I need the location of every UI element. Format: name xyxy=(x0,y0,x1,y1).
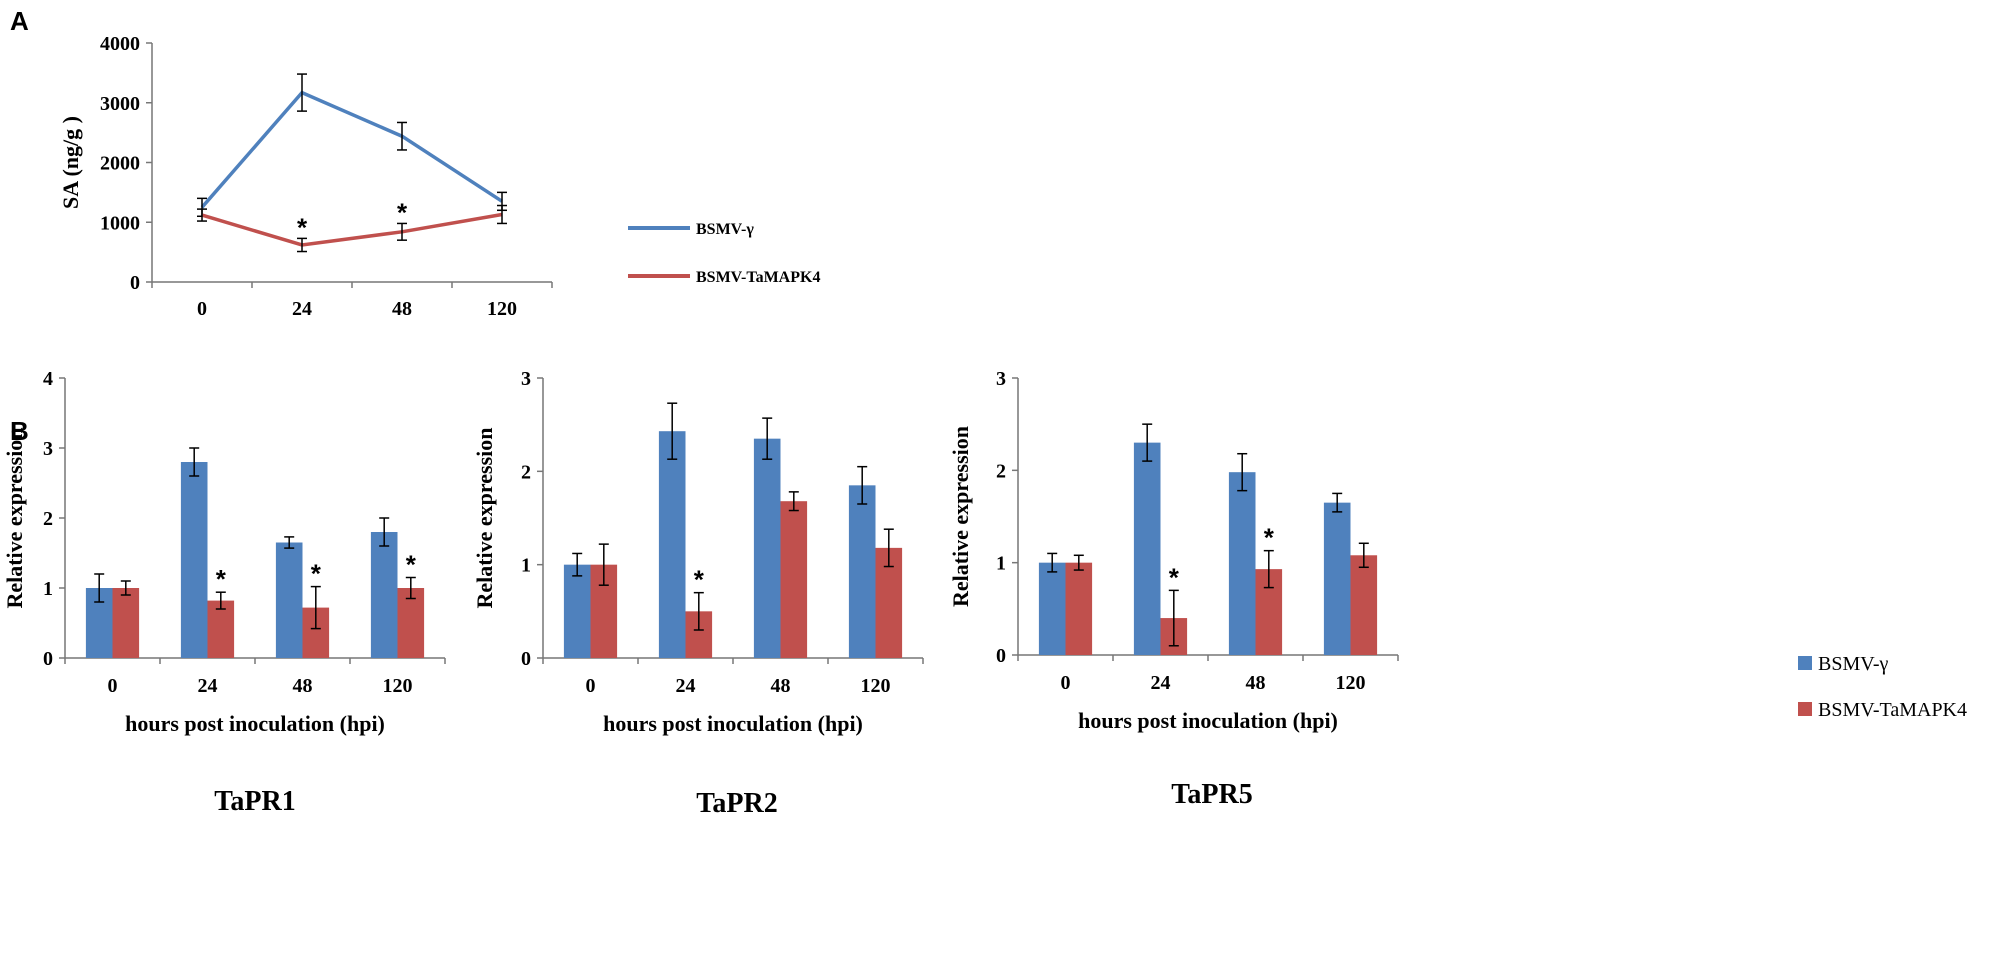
tapr2-bar-chart: 0 1 2 3 0 24 48 120 Relative expression hours pos… xyxy=(472,368,924,819)
x-tick-label: 0 xyxy=(108,675,118,697)
legend-a-label-red: BSMV-TaMAPK4 xyxy=(696,269,820,286)
significance-star: * xyxy=(1264,523,1275,553)
sa-line-chart: 0 1000 2000 3000 4000 0 24 48 120 SA (ng/g ) * * xyxy=(58,33,553,320)
significance-star: * xyxy=(406,550,417,580)
x-tick-label: 0 xyxy=(197,298,207,320)
significance-star: * xyxy=(311,559,322,589)
x-tick-label: 48 xyxy=(771,675,791,697)
x-tick-label: 0 xyxy=(1061,672,1071,694)
y-tick-label: 0 xyxy=(130,272,140,294)
chart-title: TaPR5 xyxy=(1171,779,1252,810)
bar-bsmv-tamapk4 xyxy=(397,588,425,658)
bar-bsmv-tamapk4 xyxy=(1350,555,1378,655)
x-tick-label: 48 xyxy=(293,675,313,697)
bar-bsmv-gamma xyxy=(563,564,591,658)
x-tick-label: 24 xyxy=(1151,672,1171,694)
x-axis-title: hours post inoculation (hpi) xyxy=(125,711,385,736)
y-tick-label: 1000 xyxy=(100,212,140,234)
bar-bsmv-tamapk4 xyxy=(1065,562,1093,655)
y-tick-label: 0 xyxy=(996,645,1006,667)
x-tick-label: 48 xyxy=(392,298,412,320)
tapr1-bar-chart: 0 1 2 3 4 0 24 48 120 Relative expression hours po… xyxy=(2,368,446,817)
x-tick-label: 24 xyxy=(292,298,312,320)
bar-bsmv-gamma xyxy=(275,542,303,658)
y-tick-label: 1 xyxy=(996,553,1006,575)
legend-a: BSMV-γ BSMV-TaMAPK4 xyxy=(628,221,820,286)
chart-title: TaPR1 xyxy=(214,786,295,817)
x-tick-label: 120 xyxy=(383,675,413,697)
legend-a-label-blue: BSMV-γ xyxy=(696,221,754,238)
x-axis-title: hours post inoculation (hpi) xyxy=(603,711,863,736)
y-tick-label: 2000 xyxy=(100,153,140,175)
x-axis-title: hours post inoculation (hpi) xyxy=(1078,708,1338,733)
x-tick-label: 120 xyxy=(1336,672,1366,694)
significance-star: * xyxy=(1169,562,1180,592)
legend-b-label-red: BSMV-TaMAPK4 xyxy=(1818,699,1967,721)
bar-bsmv-gamma xyxy=(1038,562,1066,655)
y-tick-label: 3 xyxy=(43,438,53,460)
significance-star: * xyxy=(216,564,227,594)
significance-star: * xyxy=(297,212,308,242)
legend-b: BSMV-γ BSMV-TaMAPK4 xyxy=(1798,653,1967,721)
bar-bsmv-gamma xyxy=(1228,472,1256,655)
y-tick-label: 2 xyxy=(996,460,1006,482)
y-axis-title: Relative expression xyxy=(948,426,973,607)
y-tick-label: 2 xyxy=(43,508,53,530)
y-axis-title: SA (ng/g ) xyxy=(58,116,83,209)
y-tick-label: 0 xyxy=(521,648,531,670)
y-tick-label: 0 xyxy=(43,648,53,670)
bar-bsmv-gamma xyxy=(658,431,686,658)
legend-b-swatch-blue xyxy=(1798,656,1812,670)
bar-bsmv-gamma xyxy=(753,438,781,658)
panel-label-a: A xyxy=(10,6,29,36)
tapr5-bar-chart: 0 1 2 3 0 24 48 120 Relative expression hours pos… xyxy=(948,368,1399,810)
y-tick-label: 2 xyxy=(521,461,531,483)
x-tick-label: 24 xyxy=(676,675,696,697)
y-axis-title: Relative expression xyxy=(472,427,497,608)
x-tick-label: 24 xyxy=(198,675,218,697)
series-line-bsmv-tamapk4 xyxy=(201,212,503,247)
legend-b-label-blue: BSMV-γ xyxy=(1818,653,1889,675)
y-tick-label: 4000 xyxy=(100,33,140,55)
y-tick-label: 4 xyxy=(43,368,53,390)
bar-bsmv-gamma xyxy=(180,462,208,658)
y-tick-label: 3000 xyxy=(100,93,140,115)
bar-bsmv-gamma xyxy=(1323,502,1351,655)
significance-star: * xyxy=(397,197,408,227)
y-tick-label: 3 xyxy=(521,368,531,390)
significance-star: * xyxy=(694,565,705,595)
bar-bsmv-gamma xyxy=(370,532,398,658)
y-tick-label: 1 xyxy=(521,555,531,577)
y-tick-label: 3 xyxy=(996,368,1006,390)
x-tick-label: 48 xyxy=(1246,672,1266,694)
y-tick-label: 1 xyxy=(43,578,53,600)
bar-bsmv-gamma xyxy=(1133,442,1161,655)
x-tick-label: 120 xyxy=(861,675,891,697)
legend-b-swatch-red xyxy=(1798,702,1812,716)
bar-bsmv-tamapk4 xyxy=(112,588,140,658)
panel-label-b: B xyxy=(10,416,29,446)
bar-bsmv-tamapk4 xyxy=(207,600,235,658)
series-line-bsmv-gamma xyxy=(200,90,503,209)
x-tick-label: 0 xyxy=(586,675,596,697)
bar-bsmv-tamapk4 xyxy=(780,501,808,658)
chart-title: TaPR2 xyxy=(696,788,777,819)
y-axis-title: Relative expression xyxy=(2,427,27,608)
x-tick-label: 120 xyxy=(487,298,517,320)
bar-bsmv-gamma xyxy=(848,485,876,658)
